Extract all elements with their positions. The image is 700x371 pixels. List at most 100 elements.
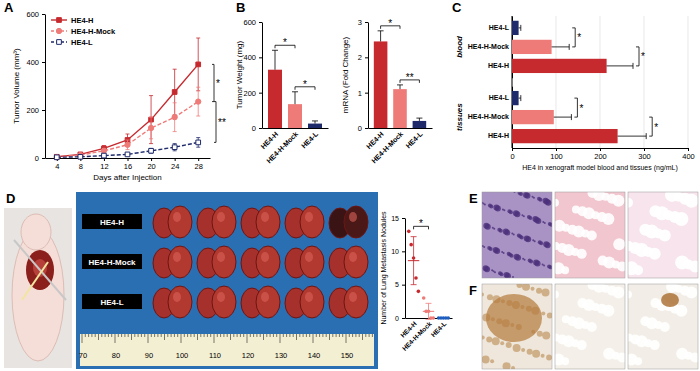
chart: 4812162024280200400600Days after Injecti…: [12, 10, 226, 182]
label-box: [82, 214, 142, 229]
tick-mark: [259, 57, 262, 58]
axis-line: [45, 15, 46, 159]
texture: [522, 284, 530, 291]
ruler-tick: [223, 334, 224, 337]
ruler-label: 70: [79, 351, 87, 360]
tick-mark: [402, 285, 405, 286]
texture: [521, 348, 525, 352]
ruler-tick: [121, 334, 122, 337]
texture: [588, 192, 598, 198]
tick-mark: [688, 148, 689, 151]
legend: HE4-HHE4-H-MockHE4-L: [51, 16, 116, 47]
tick-label: HE4-L: [300, 130, 320, 150]
axis: 051015: [391, 215, 405, 322]
ruler-tick: [230, 334, 231, 340]
texture: [541, 312, 545, 316]
legend-marker: [56, 28, 61, 33]
tick-mark: [198, 158, 199, 161]
tick: 28: [195, 158, 203, 171]
texture: [484, 204, 486, 206]
error-bar: [312, 121, 318, 124]
ruler-tick: [98, 334, 99, 340]
tick: HE4-L: [300, 130, 320, 150]
point: [414, 276, 418, 280]
tick: 400: [682, 148, 695, 161]
legend-marker: [57, 40, 62, 45]
lung: [256, 206, 280, 238]
point: [422, 296, 426, 300]
lung-highlight: [217, 292, 225, 302]
texture: [483, 246, 485, 248]
tick: HE4-L: [489, 94, 510, 101]
texture: [503, 209, 505, 211]
texture: [541, 354, 545, 358]
ruler-tick: [134, 334, 135, 337]
tick: 100: [550, 148, 563, 161]
marker: [54, 155, 59, 160]
tick-mark: [151, 158, 152, 161]
ruler-label: 130: [275, 351, 288, 360]
texture: [482, 335, 485, 339]
ruler-tick: [326, 334, 327, 337]
tick: HE4-H-Mock: [468, 113, 509, 120]
error-bar: [126, 153, 130, 156]
texture: [506, 342, 512, 348]
texture: [487, 294, 493, 300]
texture: [598, 256, 608, 266]
photo-label: HE4-L: [100, 298, 123, 307]
lung-highlight: [349, 252, 357, 262]
error-bar: [607, 63, 633, 69]
ruler-tick: [256, 334, 257, 337]
axis: 481216202428: [46, 158, 211, 171]
marker: [125, 152, 130, 157]
marker: [125, 142, 130, 147]
ruler-tick: [204, 334, 205, 337]
texture: [577, 298, 587, 308]
tick: 5: [395, 281, 405, 288]
texture: [628, 333, 633, 341]
ruler-tick: [210, 334, 211, 337]
texture: [494, 248, 500, 254]
tick: 0: [35, 154, 45, 163]
lung: [344, 286, 368, 318]
tick: HE4-H-Mock: [468, 43, 509, 50]
texture: [514, 211, 520, 217]
bar: [413, 121, 427, 128]
texture: [675, 256, 689, 270]
bar: [374, 41, 388, 128]
point: [432, 316, 436, 320]
tick-label: HE4-H: [488, 132, 509, 139]
lung: [300, 246, 324, 278]
ruler-tick: [200, 334, 201, 337]
ruler-tick: [157, 334, 158, 337]
texture: [555, 220, 565, 232]
bar: [512, 91, 519, 105]
ruler-tick: [372, 334, 373, 337]
legend-label: HE4-H: [71, 16, 94, 25]
significance-bracket: [212, 64, 214, 101]
ruler-tick: [95, 334, 96, 337]
tick-label: HE4-L: [489, 94, 510, 101]
texture: [537, 331, 543, 337]
texture: [628, 353, 638, 365]
texture: [489, 204, 493, 208]
texture: [512, 276, 514, 278]
ruler-tick: [177, 334, 178, 337]
ruler-tick: [342, 334, 343, 337]
error-bar: [196, 87, 200, 116]
ruler-tick: [303, 334, 304, 337]
tick: 2: [358, 53, 368, 62]
texture: [545, 242, 551, 248]
bar: [512, 110, 554, 124]
tick-mark: [365, 57, 368, 58]
error-bar: [173, 103, 177, 132]
tick: 400: [26, 58, 45, 67]
texture: [527, 349, 533, 355]
tick-label: 24: [171, 162, 179, 171]
marker: [149, 148, 154, 153]
texture: [525, 236, 531, 242]
ruler-tick: [131, 334, 132, 340]
tick-label: 10: [391, 248, 399, 255]
error-bar: [149, 96, 153, 144]
ruler-tick: [220, 334, 221, 337]
